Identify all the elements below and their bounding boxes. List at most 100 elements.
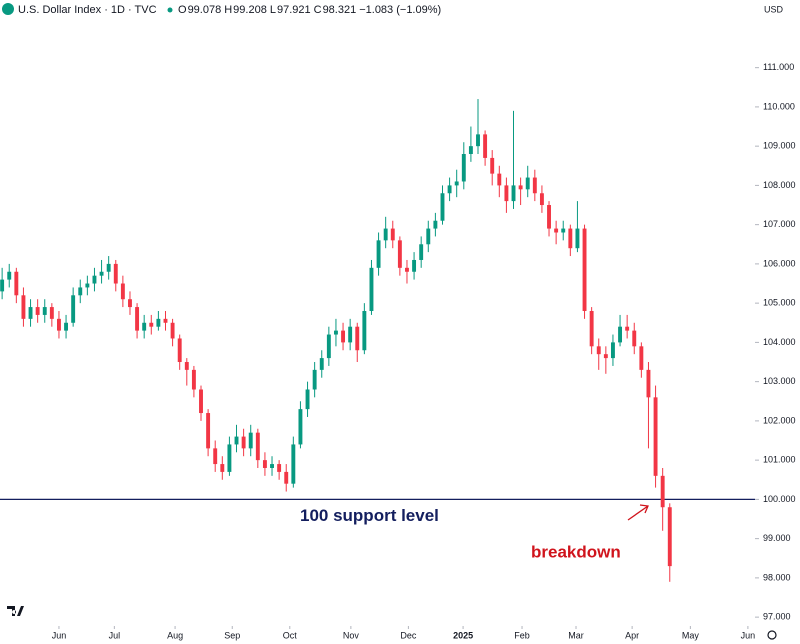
candle-body (412, 259, 417, 272)
y-tick-label: 97.000 (763, 612, 791, 622)
candle-body (241, 436, 246, 449)
tv-logo (7, 606, 24, 616)
candle-body (497, 173, 502, 186)
candle-body (518, 185, 523, 190)
candle-body (419, 244, 424, 260)
y-tick-label: 98.000 (763, 572, 791, 582)
candle-body (554, 228, 559, 233)
settings-icon[interactable] (767, 630, 777, 640)
symbol-icon (2, 3, 14, 15)
candle-body (440, 193, 445, 221)
candle-body (362, 310, 367, 351)
candle-body (213, 448, 218, 465)
candle-body (85, 283, 90, 288)
candle-body (49, 307, 54, 319)
candle-body (468, 146, 473, 155)
y-tick-label: 103.000 (763, 376, 796, 386)
candle-body (639, 346, 644, 370)
y-tick-label: 100.000 (763, 494, 796, 504)
candle-body (369, 267, 374, 311)
candle-body (625, 326, 630, 331)
candle-body (28, 307, 33, 319)
y-tick-label: 101.000 (763, 455, 796, 465)
candle-body (610, 342, 615, 359)
y-tick-label: 104.000 (763, 337, 796, 347)
candle-body (113, 263, 118, 284)
x-tick-label: Mar (568, 630, 584, 640)
candle-body (305, 389, 310, 410)
candle-body (156, 318, 161, 327)
x-tick-label: Feb (514, 630, 530, 640)
candle-body (270, 464, 274, 468)
candle-body (163, 318, 168, 323)
candle-body (177, 338, 182, 363)
candle-body (120, 283, 125, 300)
legend-change: −1.083 (−1.09%) (359, 4, 441, 16)
candle-body (234, 436, 239, 445)
x-tick-label: 2025 (453, 630, 473, 640)
candle-body (618, 326, 623, 343)
x-tick-label: Jul (109, 630, 121, 640)
candle-body (490, 157, 495, 174)
y-tick-label: 102.000 (763, 415, 796, 425)
candle-body (561, 228, 566, 233)
candle-body (35, 307, 40, 315)
candle-body (78, 287, 83, 296)
candle-body (461, 154, 466, 182)
legend-key: C (314, 4, 322, 16)
candle-body (405, 267, 409, 272)
candle-body (128, 299, 132, 308)
candle-body (184, 362, 189, 370)
ohlc-legend: O 99.078 H 99.208 L 97.921 C 98.321 −1.083 (−1.0… (178, 4, 441, 16)
status-dot (167, 7, 173, 13)
currency-label: USD (764, 4, 784, 14)
candle-body (603, 354, 608, 359)
candle-body (589, 310, 594, 347)
candle-body (298, 409, 303, 445)
candle-body (376, 240, 381, 268)
candle-body (333, 330, 338, 335)
candle-body (660, 475, 665, 508)
candle-body (447, 185, 452, 194)
candle-body (568, 228, 573, 249)
candle-body (142, 322, 147, 331)
candle-body (653, 397, 658, 476)
candle-body (71, 295, 76, 323)
y-tick-label: 99.000 (763, 533, 791, 543)
candle-body (255, 432, 260, 461)
candle-body (539, 193, 544, 206)
candle-body (596, 346, 601, 355)
candle-body (220, 464, 225, 472)
candle-body (426, 228, 431, 245)
legend-key: O (178, 4, 187, 16)
candle-body (319, 358, 324, 370)
x-tick-label: Jun (52, 630, 67, 640)
y-tick-label: 107.000 (763, 219, 796, 229)
candle-body (454, 181, 459, 186)
candle-body (99, 271, 104, 276)
candle-body (582, 228, 587, 311)
candle-body (106, 263, 111, 272)
y-tick-label: 109.000 (763, 141, 796, 151)
candle-body (312, 369, 317, 390)
candle-body (206, 413, 211, 449)
candle-body (64, 322, 69, 331)
candle-body (284, 471, 289, 484)
candle-body (135, 307, 140, 331)
candle-body (277, 464, 282, 472)
y-tick-label: 105.000 (763, 298, 796, 308)
legend-key: H (224, 4, 232, 16)
candle-body (199, 389, 203, 414)
candle-body (56, 318, 61, 331)
x-tick-label: Jun (741, 630, 756, 640)
candle-body (525, 177, 530, 190)
legend-value: 99.078 (188, 4, 222, 16)
candle-body (262, 460, 267, 468)
candle-body (348, 326, 353, 343)
candle-body (355, 326, 360, 351)
y-tick-label: 110.000 (763, 101, 795, 111)
candle-body (227, 444, 232, 472)
candle-body (476, 134, 480, 147)
candle-body (433, 220, 438, 229)
legend-value: 97.921 (277, 4, 311, 16)
